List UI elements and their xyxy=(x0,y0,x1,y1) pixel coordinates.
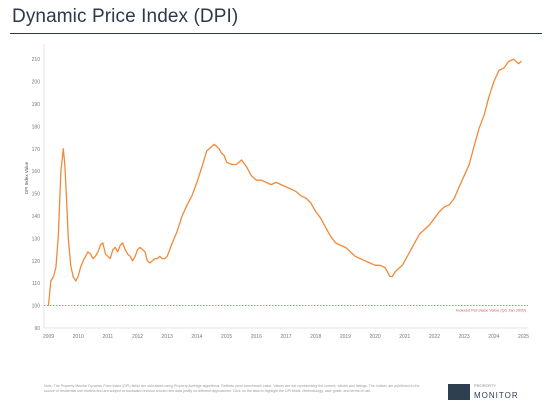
y-tick-label: 100 xyxy=(32,304,41,310)
y-tick-label: 110 xyxy=(32,281,40,287)
x-tick-label: 2011 xyxy=(102,334,113,340)
x-tick-label: 2010 xyxy=(73,334,84,340)
x-tick-label: 2015 xyxy=(221,334,232,340)
y-tick-label: 210 xyxy=(32,57,41,63)
property-monitor-logo: MONITOR xyxy=(474,391,519,400)
property-monitor-logo-mark xyxy=(448,384,470,400)
y-tick-label: 90 xyxy=(34,326,40,332)
title-divider xyxy=(10,33,542,34)
reference-line-label: Indexed Purchase Value (Q1 Jan 2009) xyxy=(456,308,527,313)
chart-title: Dynamic Price Index (DPI) xyxy=(12,6,239,27)
y-tick-label: 200 xyxy=(32,80,41,86)
x-tick-label: 2025 xyxy=(518,334,529,340)
x-tick-label: 2021 xyxy=(399,334,410,340)
y-tick-label: 160 xyxy=(32,169,41,175)
y-tick-label: 190 xyxy=(32,102,41,108)
x-tick-label: 2017 xyxy=(280,334,291,340)
logo-subtext: PROPERTY xyxy=(474,383,496,388)
x-tick-label: 2012 xyxy=(132,334,143,340)
y-axis-label: DPI Index Value xyxy=(24,161,29,194)
y-tick-label: 140 xyxy=(32,214,41,220)
x-tick-label: 2024 xyxy=(488,334,499,340)
x-tick-label: 2023 xyxy=(459,334,470,340)
x-tick-label: 2020 xyxy=(370,334,381,340)
y-tick-label: 170 xyxy=(32,147,41,153)
methodology-note: Note: The Property Monitor Dynamic Price… xyxy=(44,384,420,393)
dpi-series-line xyxy=(47,58,522,307)
x-tick-label: 2019 xyxy=(340,334,351,340)
y-tick-label: 150 xyxy=(32,192,41,198)
x-tick-label: 2016 xyxy=(251,334,262,340)
x-tick-label: 2013 xyxy=(162,334,173,340)
y-tick-label: 120 xyxy=(32,259,41,265)
x-tick-label: 2022 xyxy=(429,334,440,340)
y-tick-label: 180 xyxy=(32,124,41,130)
x-tick-label: 2009 xyxy=(43,334,54,340)
x-tick-label: 2018 xyxy=(310,334,321,340)
y-tick-label: 130 xyxy=(32,236,41,242)
x-tick-label: 2014 xyxy=(191,334,202,340)
dpi-line-chart: 90 100 110 120 130 140 150 160 170 180 190 200 210 20… xyxy=(24,44,529,340)
